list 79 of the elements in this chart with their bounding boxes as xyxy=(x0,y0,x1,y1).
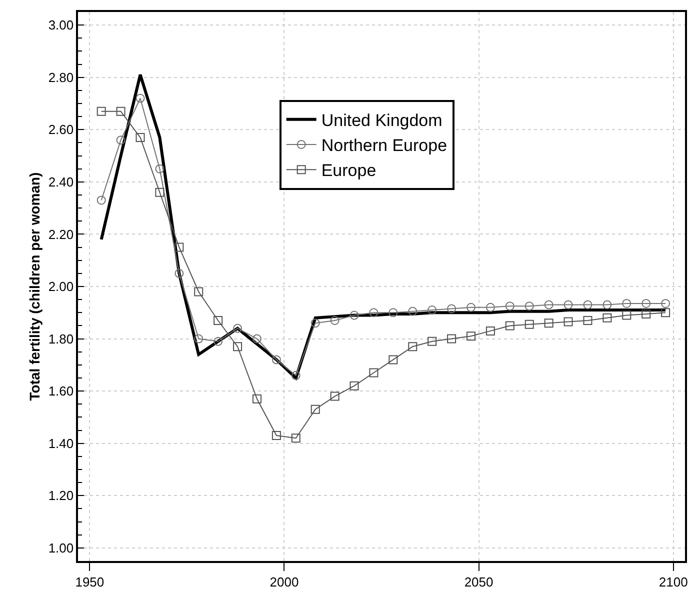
point xyxy=(564,300,573,310)
point xyxy=(194,287,204,296)
x-tick-label: 2050 xyxy=(464,574,494,590)
point xyxy=(174,242,184,252)
y-tick-label: 1.20 xyxy=(48,488,74,504)
point xyxy=(642,309,651,318)
point xyxy=(350,381,359,390)
point xyxy=(602,300,612,310)
point xyxy=(310,318,320,328)
point xyxy=(505,302,514,311)
y-tick-label: 1.00 xyxy=(48,540,74,556)
point xyxy=(661,308,670,318)
point xyxy=(233,342,242,352)
y-tick-label: 1.60 xyxy=(48,384,74,399)
point xyxy=(642,298,651,308)
y-axis-title: Total fertility (children per woman) xyxy=(26,172,42,401)
point xyxy=(428,336,437,346)
point xyxy=(272,431,281,440)
point xyxy=(388,355,398,364)
point xyxy=(447,334,456,344)
point xyxy=(252,334,262,344)
point xyxy=(466,302,476,312)
point xyxy=(291,434,300,443)
point xyxy=(155,164,164,174)
point xyxy=(330,316,340,325)
point xyxy=(116,136,126,145)
point xyxy=(466,332,476,341)
point xyxy=(622,310,632,320)
point xyxy=(369,368,378,378)
point xyxy=(194,334,204,344)
x-tick-label: 2000 xyxy=(270,574,299,590)
point xyxy=(524,320,534,329)
point xyxy=(96,196,106,205)
y-tick-label: 2.80 xyxy=(48,70,74,85)
point xyxy=(602,313,612,322)
point xyxy=(408,342,418,352)
y-tick-label: 2.00 xyxy=(48,279,74,294)
point xyxy=(583,316,592,325)
point xyxy=(136,94,145,103)
x-tick-label: 2100 xyxy=(658,574,688,590)
point xyxy=(524,302,534,311)
point xyxy=(661,298,670,308)
point xyxy=(330,392,340,401)
point xyxy=(544,318,554,328)
point xyxy=(291,370,300,380)
point xyxy=(214,316,223,325)
point xyxy=(174,268,184,278)
point xyxy=(214,336,223,346)
point xyxy=(408,306,418,316)
point xyxy=(272,355,281,364)
point xyxy=(447,304,456,314)
legend-label: Northern Europe xyxy=(321,136,448,156)
y-tick-label: 1.80 xyxy=(48,331,74,346)
legend-label: Europe xyxy=(321,161,376,180)
y-tick-label: 1.40 xyxy=(48,436,74,451)
y-tick-label: 2.20 xyxy=(48,226,74,242)
legend-label: United Kingdom xyxy=(321,111,442,130)
y-tick-label: 3.00 xyxy=(48,18,74,33)
point xyxy=(428,306,437,315)
y-tick-label: 2.60 xyxy=(48,122,74,138)
point xyxy=(155,188,164,197)
point xyxy=(583,300,592,310)
point xyxy=(486,326,495,336)
point xyxy=(388,308,398,318)
x-tick-label: 1950 xyxy=(75,574,104,590)
y-tick-label: 2.40 xyxy=(48,174,74,190)
point xyxy=(116,106,126,116)
point xyxy=(544,300,554,310)
point xyxy=(233,324,242,333)
point xyxy=(136,132,145,142)
point xyxy=(252,394,262,404)
point xyxy=(310,404,320,414)
point xyxy=(369,308,378,318)
point xyxy=(622,298,632,308)
point xyxy=(96,106,106,116)
point xyxy=(486,302,495,312)
point xyxy=(564,317,573,326)
point xyxy=(505,321,514,330)
point xyxy=(350,310,359,320)
